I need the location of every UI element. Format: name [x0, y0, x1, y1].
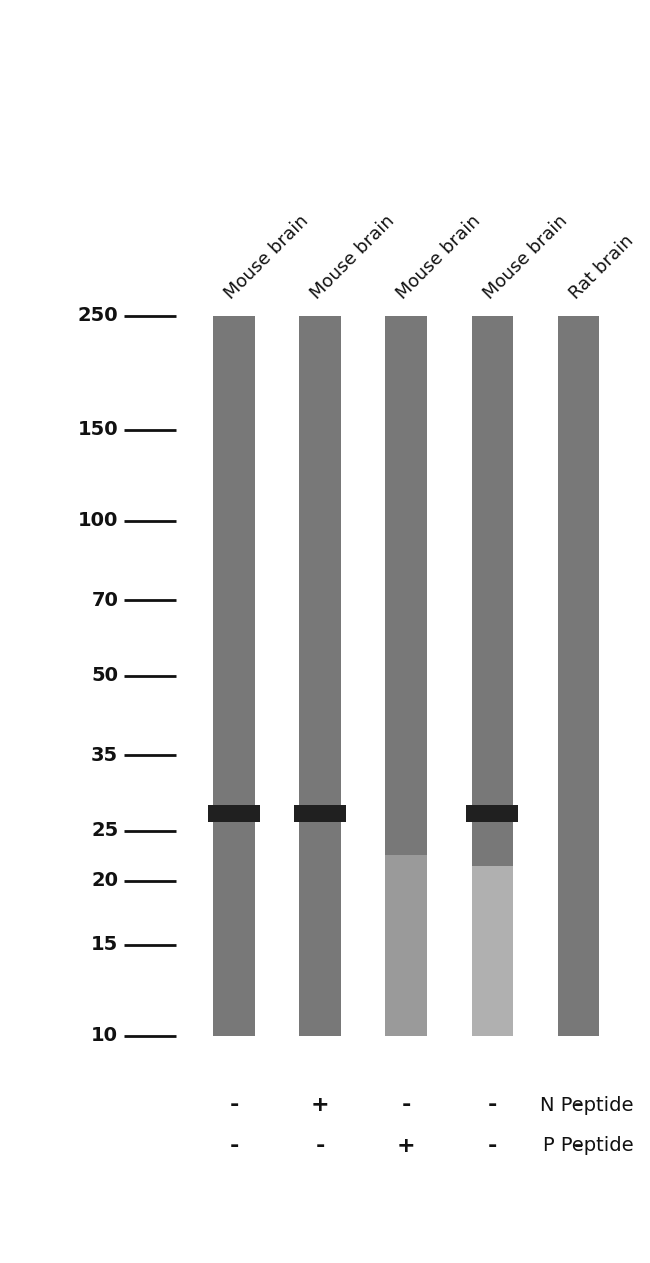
Bar: [294, 806, 346, 822]
Text: 10: 10: [91, 1026, 118, 1046]
Text: 100: 100: [78, 512, 118, 530]
Text: -: -: [402, 1095, 411, 1115]
Text: 250: 250: [78, 306, 118, 326]
Text: 15: 15: [91, 936, 118, 955]
Text: 70: 70: [92, 591, 118, 610]
Bar: [467, 806, 519, 822]
Text: -: -: [488, 1135, 497, 1156]
Bar: [472, 316, 514, 1036]
Text: Mouse brain: Mouse brain: [221, 212, 312, 303]
Text: +: +: [397, 1135, 415, 1156]
Bar: [213, 316, 255, 1036]
Bar: [472, 866, 514, 1036]
Text: -: -: [574, 1135, 583, 1156]
Text: Mouse brain: Mouse brain: [307, 212, 398, 303]
Text: 20: 20: [91, 871, 118, 890]
Text: 25: 25: [91, 821, 118, 840]
Bar: [558, 316, 599, 1036]
Text: +: +: [311, 1095, 330, 1115]
Text: Mouse brain: Mouse brain: [393, 212, 484, 303]
Bar: [385, 855, 427, 1036]
Text: -: -: [315, 1135, 325, 1156]
Text: -: -: [229, 1095, 239, 1115]
Text: 50: 50: [91, 666, 118, 686]
Bar: [299, 316, 341, 1036]
Bar: [208, 806, 260, 822]
Text: -: -: [229, 1135, 239, 1156]
Text: Mouse brain: Mouse brain: [480, 212, 571, 303]
Text: 150: 150: [78, 421, 118, 440]
Text: -: -: [488, 1095, 497, 1115]
Text: Rat brain: Rat brain: [566, 232, 637, 303]
Text: P Peptide: P Peptide: [543, 1135, 634, 1156]
Text: -: -: [574, 1095, 583, 1115]
Text: N Peptide: N Peptide: [540, 1095, 634, 1115]
Bar: [385, 316, 427, 1036]
Text: 35: 35: [91, 746, 118, 765]
